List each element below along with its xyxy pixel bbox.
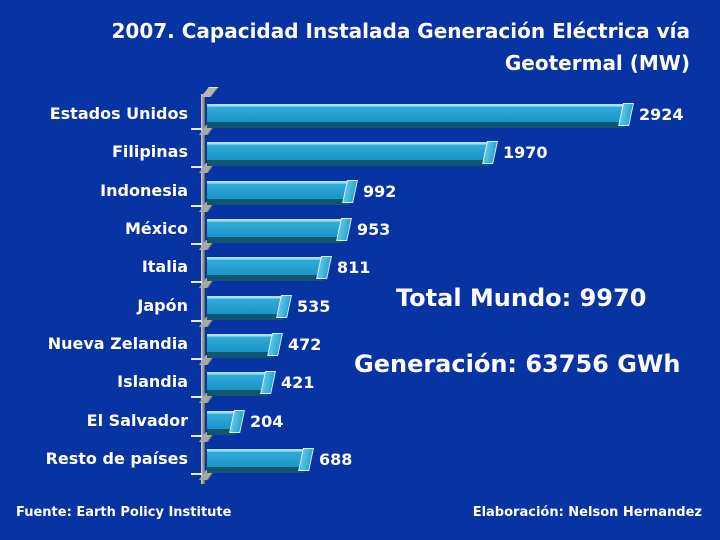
bar-under-shade [207,237,343,243]
category-label: Indonesia [100,181,188,200]
bar-row: Italia 811 [0,256,720,283]
bar-row: Resto de países 688 [0,448,720,475]
category-label: Resto de países [45,449,188,468]
bar-row: Estados Unidos 2924 [0,103,720,130]
bar [207,295,292,320]
bar-under-shade [207,199,349,205]
category-label: Islandia [117,372,188,391]
bar-front-face [207,411,236,429]
bar-front-face [207,296,283,314]
bar-front-face [207,104,625,122]
slide-title-line2: Geotermal (MW) [504,51,690,75]
bar-front-face [207,142,489,160]
bar-front-face [207,181,349,199]
bar [207,256,332,281]
bar-under-shade [207,122,625,128]
footer-source: Fuente: Earth Policy Institute [16,505,232,520]
axis-tick [191,473,202,475]
value-label: 204 [250,412,284,431]
axis-tick [191,435,202,437]
bar-row: Japón 535 [0,295,720,322]
value-label: 421 [281,373,315,392]
value-label: 953 [357,220,391,239]
bar [207,180,358,205]
bar-front-face [207,372,267,390]
category-label: Nueva Zelandia [47,334,188,353]
category-label: México [124,219,188,238]
footer-credit: Elaboración: Nelson Hernandez [472,505,702,520]
bar-under-shade [207,160,489,166]
axis-tick [191,320,202,322]
category-label: Japón [137,296,188,315]
axis-tick [191,243,202,245]
bar-under-shade [207,314,283,320]
annotation-generacion: Generación: 63756 GWh [354,350,681,378]
bar [207,103,634,128]
category-label: El Salvador [86,411,188,430]
bar [207,333,283,358]
bar-front-face [207,334,274,352]
y-axis-3d-cap [201,87,219,97]
slide-title: 2007. Capacidad Instalada Generación Elé… [40,15,691,79]
axis-tick [191,396,202,398]
bar-under-shade [207,352,274,358]
value-label: 2924 [639,105,684,124]
bar [207,448,314,473]
bar [207,141,498,166]
bar-front-face [207,449,305,467]
value-label: 992 [363,182,397,201]
bar [207,410,245,435]
bar-under-shade [207,275,323,281]
value-label: 472 [288,335,322,354]
value-label: 811 [337,258,371,277]
value-label: 1970 [503,143,548,162]
y-axis [201,94,205,484]
bar-row: Indonesia 992 [0,180,720,207]
bar-under-shade [207,390,267,396]
category-label: Estados Unidos [49,104,188,123]
axis-tick [191,358,202,360]
bar-front-face [207,219,343,237]
axis-tick [191,205,202,207]
bar-front-face [207,257,323,275]
bar-row: México 953 [0,218,720,245]
category-label: Filipinas [111,142,188,161]
value-label: 688 [319,450,353,469]
bar-row: Nueva Zelandia 472 [0,333,720,360]
bar-row: Filipinas 1970 [0,141,720,168]
bar [207,218,352,243]
axis-tick [191,166,202,168]
bar-row: El Salvador 204 [0,410,720,437]
bar-under-shade [207,429,236,435]
bar-row: Islandia 421 [0,371,720,398]
bar-under-shade [207,467,305,473]
annotation-total-mundo: Total Mundo: 9970 [396,284,647,312]
bar [207,371,276,396]
value-label: 535 [297,297,331,316]
axis-tick [191,281,202,283]
slide-title-line1: 2007. Capacidad Instalada Generación Elé… [111,19,691,43]
category-label: Italia [141,257,188,276]
axis-tick [191,128,202,130]
